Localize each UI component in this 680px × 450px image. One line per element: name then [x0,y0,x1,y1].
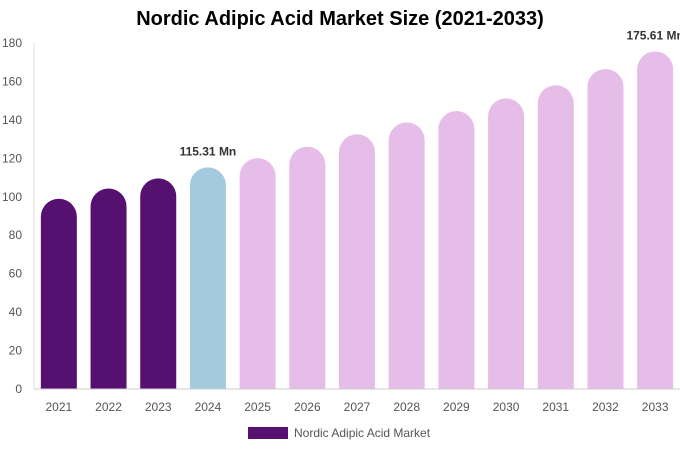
bar-2033 [637,51,674,390]
y-tick-label: 140 [2,113,22,127]
bar-2032 [587,68,624,389]
x-tick-label: 2031 [542,400,569,414]
bar-2027 [339,134,375,389]
x-tick-label: 2029 [443,400,470,414]
x-tick-label: 2028 [393,400,420,414]
x-tick-label: 2025 [244,400,271,414]
x-tick-label: 2032 [592,400,619,414]
bar-2021 [40,198,77,389]
data-label: 115.31 Mn [180,144,237,158]
y-tick-label: 20 [9,344,23,358]
bar-2022 [90,188,127,389]
y-tick-label: 80 [9,228,23,242]
y-tick-label: 160 [2,74,22,88]
y-tick-label: 60 [9,267,23,281]
x-tick-label: 2030 [493,400,520,414]
y-tick-label: 100 [2,190,22,204]
y-tick-label: 0 [15,382,22,396]
x-tick-label: 2024 [195,400,222,414]
chart-title: Nordic Adipic Acid Market Size (2021-203… [136,8,544,30]
data-label: 175.61 Mn [626,28,680,42]
y-tick-label: 120 [2,151,22,165]
legend-label: Nordic Adipic Acid Market [294,426,431,440]
x-tick-label: 2022 [95,400,122,414]
x-tick-label: 2021 [45,400,72,414]
legend-swatch [248,427,288,439]
bar-2029 [438,111,475,389]
bar-2030 [488,98,525,389]
bar-2031 [537,85,574,390]
x-tick-label: 2027 [344,400,371,414]
x-tick-label: 2023 [145,400,172,414]
bar-2025 [239,158,276,389]
x-tick-label: 2026 [294,400,321,414]
bar-2024 [189,167,226,389]
y-tick-label: 40 [9,305,23,319]
x-tick-label: 2033 [642,400,669,414]
y-tick-label: 180 [2,36,22,50]
bar-2023 [140,178,177,389]
bar-2026 [289,146,326,389]
bar-2028 [388,122,425,390]
